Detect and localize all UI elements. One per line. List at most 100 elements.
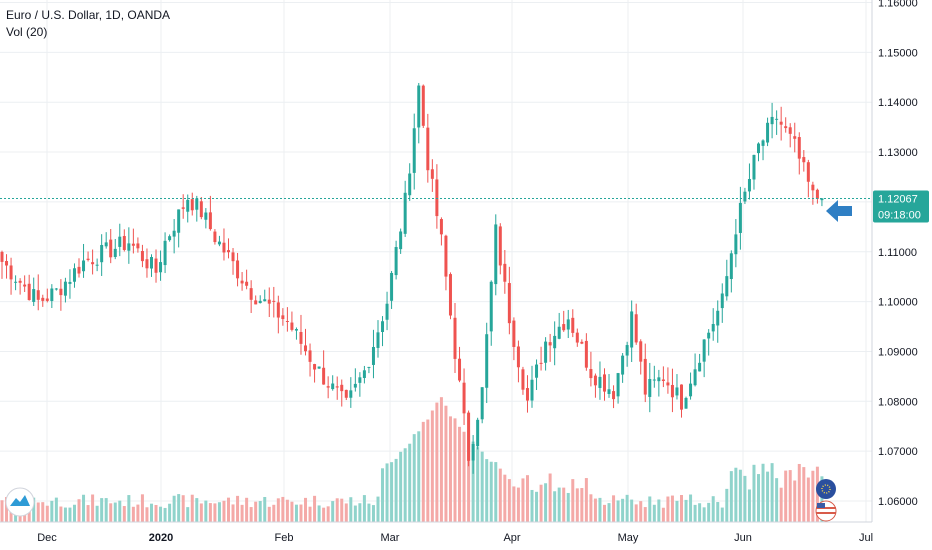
candle bbox=[199, 197, 203, 220]
volume-bar bbox=[172, 495, 176, 522]
candle bbox=[222, 228, 226, 261]
candle bbox=[136, 237, 140, 253]
candle bbox=[458, 346, 462, 383]
y-tick-label: 1.08000 bbox=[878, 396, 918, 408]
candle bbox=[276, 295, 280, 334]
candle bbox=[525, 375, 529, 413]
candle bbox=[304, 328, 308, 356]
candle bbox=[50, 284, 54, 309]
candle bbox=[390, 270, 394, 309]
volume-bar bbox=[113, 502, 117, 522]
volume-bar bbox=[571, 479, 575, 522]
candle bbox=[557, 312, 561, 340]
volume-bar bbox=[122, 506, 126, 522]
candle bbox=[394, 240, 398, 280]
candle bbox=[231, 248, 235, 275]
volume-bar bbox=[485, 459, 489, 522]
volume-bar bbox=[317, 505, 321, 522]
candle bbox=[376, 320, 380, 358]
y-tick-label: 1.11000 bbox=[878, 247, 917, 259]
y-tick-label: 1.15000 bbox=[878, 47, 918, 59]
candle bbox=[716, 300, 720, 343]
volume-bar bbox=[815, 466, 819, 522]
volume-bar bbox=[254, 501, 258, 522]
volume-bar bbox=[584, 478, 588, 522]
candle bbox=[562, 310, 566, 332]
volume-indicator-label[interactable]: Vol (20) bbox=[6, 25, 48, 39]
tradingview-logo-icon[interactable] bbox=[5, 487, 35, 517]
time-axis-ticks: Dec 2020 Feb Mar Apr May Jun Jul bbox=[37, 532, 873, 544]
candle bbox=[77, 258, 81, 278]
volume-bar bbox=[761, 463, 765, 522]
volume-bar bbox=[670, 495, 674, 522]
volume-bar bbox=[54, 497, 58, 522]
volume-bar bbox=[757, 474, 761, 522]
candle bbox=[72, 263, 76, 288]
candle bbox=[729, 250, 733, 293]
candle bbox=[720, 283, 724, 323]
candle bbox=[689, 372, 693, 400]
volume-bar bbox=[498, 468, 502, 522]
volume-bar bbox=[720, 507, 724, 522]
candle bbox=[516, 340, 520, 383]
volume-bar bbox=[299, 504, 303, 522]
volume-bar bbox=[204, 500, 208, 522]
candle bbox=[249, 280, 253, 314]
current-price-tag: 1.12067 09:18:00 bbox=[873, 190, 929, 223]
candle bbox=[385, 291, 389, 331]
volume-bar bbox=[362, 495, 366, 522]
chart-title: Euro / U.S. Dollar, 1D, OANDA bbox=[6, 8, 171, 22]
candle bbox=[806, 159, 810, 198]
candle bbox=[770, 102, 774, 139]
candle bbox=[652, 365, 656, 388]
volume-bar bbox=[181, 495, 185, 522]
candle bbox=[122, 229, 126, 252]
volume-bar bbox=[168, 503, 172, 522]
volume-bar bbox=[630, 499, 634, 522]
volume-bar bbox=[435, 402, 439, 522]
candle bbox=[408, 163, 412, 201]
candle bbox=[290, 311, 294, 332]
volume-bar bbox=[245, 497, 249, 522]
volume-bar bbox=[530, 489, 534, 522]
x-tick-label: 2020 bbox=[149, 532, 173, 544]
candle bbox=[140, 244, 144, 268]
candle bbox=[612, 385, 616, 409]
candle bbox=[480, 387, 484, 424]
volume-bar bbox=[516, 487, 520, 522]
candle bbox=[109, 228, 113, 264]
candle bbox=[498, 223, 502, 275]
volume-bar bbox=[725, 488, 729, 522]
volume-bar bbox=[91, 494, 95, 522]
candle bbox=[467, 410, 471, 467]
candle bbox=[589, 351, 593, 387]
candle bbox=[322, 350, 326, 385]
volume-bar bbox=[557, 487, 561, 522]
volume-bar bbox=[322, 507, 326, 522]
volume-bar bbox=[589, 494, 593, 522]
volume-bar bbox=[195, 498, 199, 522]
candle bbox=[575, 328, 579, 347]
volume-bar bbox=[480, 451, 484, 522]
volume-bar bbox=[263, 496, 267, 522]
volume-bar bbox=[136, 504, 140, 522]
candle bbox=[113, 238, 117, 260]
candle bbox=[227, 238, 230, 259]
candle bbox=[775, 110, 779, 135]
volume-bar bbox=[249, 507, 253, 522]
volume-bar bbox=[82, 494, 86, 522]
x-tick-label: Apr bbox=[503, 532, 520, 544]
candle bbox=[317, 366, 321, 369]
volume-bar bbox=[394, 458, 398, 522]
countdown-label: 09:18:00 bbox=[878, 210, 921, 222]
x-tick-label: Jun bbox=[734, 532, 752, 544]
volume-bar bbox=[535, 491, 539, 522]
volume-bar bbox=[140, 494, 144, 522]
volume-bar bbox=[236, 495, 240, 522]
volume-bar bbox=[734, 467, 738, 522]
y-tick-label: 1.10000 bbox=[878, 297, 918, 309]
candle bbox=[308, 343, 312, 377]
volume-bar bbox=[494, 462, 498, 522]
candle bbox=[45, 288, 49, 303]
